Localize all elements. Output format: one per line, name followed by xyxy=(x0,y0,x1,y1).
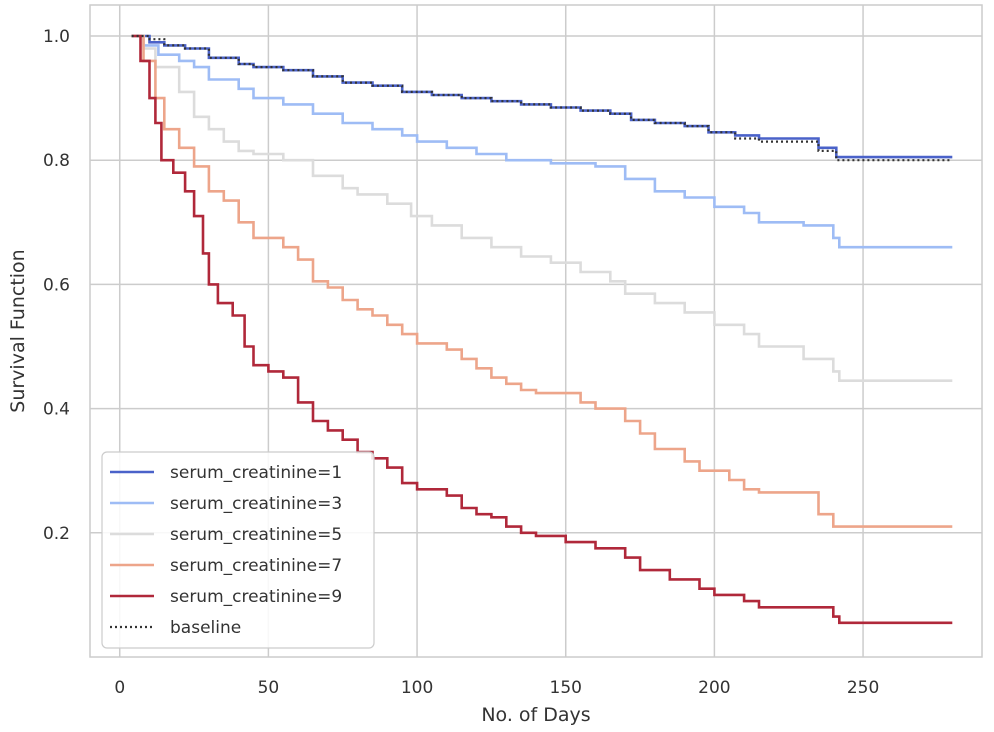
legend-label-5: baseline xyxy=(170,618,241,638)
series-line-2 xyxy=(131,34,953,382)
legend-box xyxy=(101,451,375,649)
legend-label-0: serum_creatinine=1 xyxy=(170,463,342,483)
legend: serum_creatinine=1 serum_creatinine=3seru… xyxy=(101,451,375,649)
x-tick-label: 150 xyxy=(550,678,582,698)
y-tick-label: 1.0 xyxy=(43,27,70,47)
series-line-4 xyxy=(131,34,953,625)
x-tick-label: 250 xyxy=(847,678,879,698)
legend-label-1: serum_creatinine=3 xyxy=(170,494,342,514)
x-tick-label: 200 xyxy=(698,678,730,698)
x-tick-label: 50 xyxy=(258,678,280,698)
series-line-0 xyxy=(131,34,953,159)
legend-label-4: serum_creatinine=9 xyxy=(170,587,342,607)
series-line-3 xyxy=(131,34,953,528)
x-axis-label: No. of Days xyxy=(481,704,590,726)
legend-label-3: serum_creatinine=7 xyxy=(170,556,342,576)
x-tick-label: 100 xyxy=(401,678,433,698)
series-line-1 xyxy=(131,34,953,249)
y-tick-label: 0.2 xyxy=(43,524,70,544)
y-tick-label: 0.6 xyxy=(43,275,70,295)
x-tick-label: 0 xyxy=(114,678,125,698)
series-lines xyxy=(131,34,953,625)
y-tick-label: 0.8 xyxy=(43,151,70,171)
ticks: 0 50 100 150 200 250 0.2 0.4 0.6 0.8 1.0 xyxy=(43,27,879,698)
y-axis-label: Survival Function xyxy=(7,249,29,412)
y-tick-label: 0.4 xyxy=(43,400,70,420)
legend-label-2: serum_creatinine=5 xyxy=(170,525,342,545)
